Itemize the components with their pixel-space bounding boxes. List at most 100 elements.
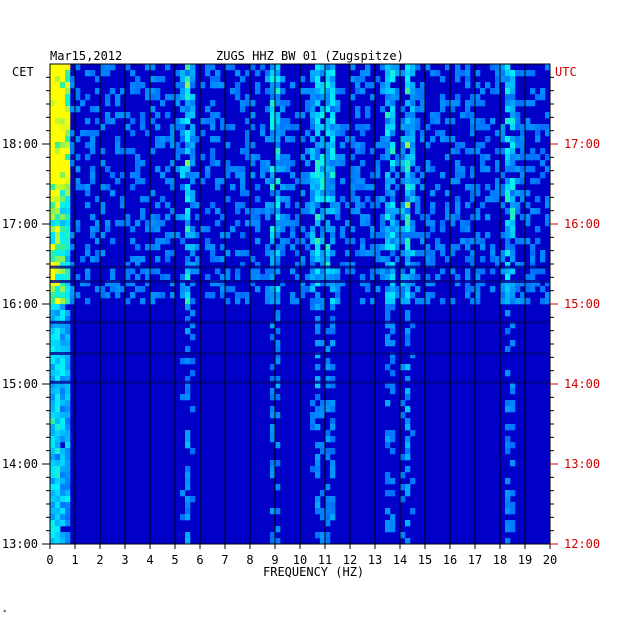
spectrogram-cell	[385, 88, 391, 95]
spectrogram-cell	[95, 238, 101, 245]
spectrogram-cell	[190, 268, 196, 275]
spectrogram-cell	[60, 406, 66, 413]
spectrogram-cell	[275, 220, 281, 227]
spectrogram-cell	[310, 106, 316, 113]
spectrogram-cell	[405, 274, 411, 281]
spectrogram-cell	[185, 292, 191, 299]
spectrogram-cell	[510, 184, 516, 191]
spectrogram-cell	[390, 178, 396, 185]
spectrogram-cell	[365, 214, 371, 221]
spectrogram-cell	[285, 136, 291, 143]
spectrogram-cell	[185, 328, 191, 335]
spectrogram-cell	[185, 208, 191, 215]
spectrogram-cell	[205, 226, 211, 233]
spectrogram-cell	[50, 184, 56, 191]
spectrogram-cell	[395, 172, 401, 179]
spectrogram-cell	[55, 466, 61, 473]
spectrogram-cell	[50, 274, 56, 281]
spectrogram-cell	[510, 160, 516, 167]
spectrogram-cell	[530, 88, 536, 95]
spectrogram-cell	[235, 88, 241, 95]
spectrogram-cell	[255, 82, 261, 89]
spectrogram-cell	[410, 190, 416, 197]
spectrogram-cell	[255, 262, 261, 269]
spectrogram-cell	[190, 172, 196, 179]
spectrogram-cell	[245, 100, 251, 107]
spectrogram-cell	[410, 118, 416, 125]
spectrogram-cell	[405, 262, 411, 269]
spectrogram-cell	[300, 172, 306, 179]
spectrogram-cell	[250, 280, 256, 287]
spectrogram-cell	[65, 142, 71, 149]
spectrogram-cell	[270, 322, 276, 329]
spectrogram-cell	[315, 268, 321, 275]
spectrogram-cell	[365, 220, 371, 227]
spectrogram-cell	[250, 256, 256, 263]
spectrogram-cell	[405, 286, 411, 293]
spectrogram-cell	[240, 292, 246, 299]
spectrogram-cell	[535, 154, 541, 161]
spectrogram-cell	[130, 280, 136, 287]
spectrogram-cell	[505, 250, 511, 257]
spectrogram-cell	[185, 106, 191, 113]
spectrogram-cell	[405, 454, 411, 461]
spectrogram-cell	[125, 148, 131, 155]
spectrogram-cell	[275, 328, 281, 335]
spectrogram-cell	[205, 274, 211, 281]
spectrogram-cell	[155, 166, 161, 173]
spectrogram-cell	[375, 244, 381, 251]
spectrogram-cell	[320, 274, 326, 281]
spectrogram-cell	[350, 76, 356, 83]
spectrogram-cell	[60, 94, 66, 101]
spectrogram-cell	[170, 136, 176, 143]
spectrogram-cell	[275, 166, 281, 173]
spectrogram-cell	[150, 226, 156, 233]
spectrogram-cell	[510, 280, 516, 287]
spectrogram-cell	[60, 196, 66, 203]
spectrogram-cell	[385, 202, 391, 209]
spectrogram-cell	[320, 214, 326, 221]
spectrogram-cell	[85, 154, 91, 161]
spectrogram-cell	[185, 76, 191, 83]
spectrogram-cell	[510, 220, 516, 227]
spectrogram-cell	[280, 160, 286, 167]
spectrogram-cell	[495, 88, 501, 95]
spectrogram-cell	[55, 178, 61, 185]
spectrogram-cell	[405, 88, 411, 95]
spectrogram-cell	[65, 424, 71, 431]
spectrogram-cell	[480, 166, 486, 173]
spectrogram-cell	[530, 208, 536, 215]
spectrogram-cell	[325, 400, 331, 407]
spectrogram-cell	[510, 178, 516, 185]
spectrogram-cell	[315, 64, 321, 71]
spectrogram-cell	[510, 406, 516, 413]
spectrogram-cell	[65, 454, 71, 461]
spectrogram-cell	[385, 112, 391, 119]
spectrogram-cell	[180, 118, 186, 125]
spectrogram-cell	[220, 178, 226, 185]
spectrogram-cell	[330, 286, 336, 293]
spectrogram-cell	[185, 484, 191, 491]
spectrogram-cell	[190, 82, 196, 89]
spectrogram-cell	[260, 124, 266, 131]
spectrogram-cell	[165, 64, 171, 71]
spectrogram-cell	[55, 130, 61, 137]
spectrogram-cell	[275, 352, 281, 359]
spectrogram-cell	[505, 136, 511, 143]
spectrogram-cell	[155, 226, 161, 233]
spectrogram-cell	[430, 256, 436, 263]
spectrogram-cell	[285, 100, 291, 107]
spectrogram-cell	[60, 376, 66, 383]
spectrogram-cell	[50, 460, 56, 467]
spectrogram-cell	[345, 136, 351, 143]
spectrogram-cell	[490, 196, 496, 203]
spectrogram-cell	[390, 286, 396, 293]
spectrogram-cell	[465, 244, 471, 251]
spectrogram-cell	[190, 448, 196, 455]
spectrogram-cell	[270, 472, 276, 479]
spectrogram-cell	[500, 64, 506, 71]
x-axis-label: FREQUENCY (HZ)	[263, 565, 364, 579]
spectrogram-cell	[205, 238, 211, 245]
spectrogram-cell	[315, 250, 321, 257]
x-tick-label: 12	[343, 553, 357, 567]
